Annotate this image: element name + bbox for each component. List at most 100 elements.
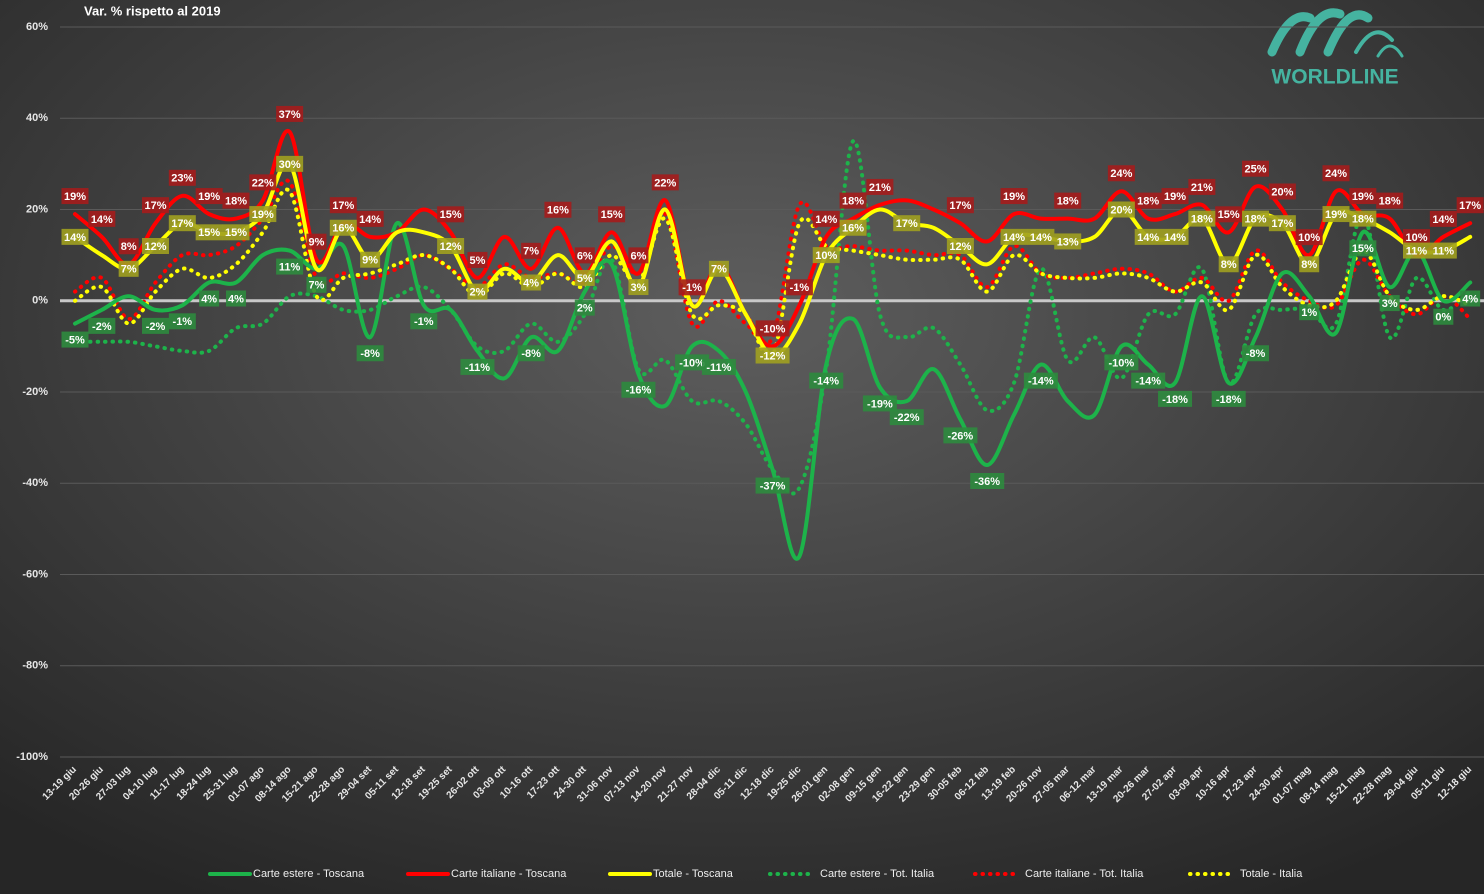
data-label: -37%: [760, 480, 786, 492]
data-label-box: [1242, 345, 1270, 362]
data-label: 10%: [1405, 232, 1427, 244]
data-label: 21%: [1191, 182, 1213, 194]
data-label-box: [1158, 390, 1193, 407]
data-label: 19%: [1164, 191, 1186, 203]
data-label-box: [118, 238, 139, 255]
data-label-box: [675, 354, 710, 371]
y-tick-label: 60%: [26, 21, 48, 33]
data-label: 15%: [198, 227, 220, 239]
data-label: -26%: [948, 430, 974, 442]
data-label: 15%: [225, 227, 247, 239]
data-label: 14%: [91, 214, 113, 226]
data-label-box: [628, 279, 649, 296]
data-label: 5%: [577, 273, 593, 285]
data-label: 18%: [1057, 196, 1079, 208]
data-label-box: [1268, 215, 1296, 232]
data-label-box: [809, 372, 844, 389]
data-label: 2%: [469, 287, 485, 299]
data-label-box: [1299, 256, 1320, 273]
data-label-box: [460, 358, 495, 375]
data-label-box: [1134, 228, 1162, 245]
logo-wave: [1354, 30, 1394, 54]
data-label-box: [1268, 183, 1296, 200]
data-label-box: [574, 299, 595, 316]
data-label: -5%: [65, 334, 85, 346]
data-label: 12%: [144, 241, 166, 253]
data-label: 8%: [1221, 259, 1237, 271]
data-label: 17%: [1271, 218, 1293, 230]
data-label-box: [1218, 256, 1239, 273]
data-label-box: [88, 210, 116, 227]
data-label: 20%: [1271, 186, 1293, 198]
data-label-box: [1299, 304, 1320, 321]
data-label: -2%: [92, 321, 112, 333]
data-label-box: [521, 274, 542, 291]
data-label: 7%: [309, 280, 325, 292]
data-label-box: [1379, 295, 1400, 312]
data-label: 0%: [1435, 312, 1451, 324]
data-label: -11%: [706, 362, 731, 374]
data-label: 19%: [1325, 209, 1347, 221]
data-label-box: [1429, 210, 1457, 227]
data-label: 24%: [1325, 168, 1347, 180]
data-label: 17%: [144, 200, 166, 212]
data-label-box: [195, 224, 223, 241]
data-label: -36%: [974, 476, 1000, 488]
data-label: -2%: [146, 321, 166, 333]
data-label: 17%: [171, 218, 193, 230]
data-label-box: [1322, 165, 1350, 182]
data-label: 14%: [1030, 232, 1052, 244]
data-label-box: [356, 345, 384, 362]
data-label-box: [708, 260, 729, 277]
data-label: 5%: [469, 255, 485, 267]
data-label: -1%: [414, 316, 434, 328]
data-label-box: [1107, 165, 1135, 182]
data-label-box: [1242, 160, 1270, 177]
data-label: 9%: [309, 237, 325, 249]
y-tick-label: 40%: [26, 112, 48, 124]
data-label: -1%: [682, 282, 702, 294]
data-label-box: [410, 313, 438, 330]
y-tick-label: -20%: [22, 386, 48, 398]
data-label-box: [628, 247, 649, 264]
data-label-box: [1054, 192, 1082, 209]
data-label: -14%: [1028, 376, 1054, 388]
data-label-box: [356, 210, 384, 227]
data-label: 16%: [842, 223, 864, 235]
data-label-box: [1211, 390, 1246, 407]
data-label-box: [678, 279, 706, 296]
data-label: 10%: [1298, 232, 1320, 244]
y-tick-label: 20%: [26, 203, 48, 215]
data-label-box: [88, 317, 116, 334]
data-label: 17%: [896, 218, 918, 230]
legend-label: Totale - Italia: [1240, 868, 1303, 880]
data-label-box: [862, 395, 897, 412]
data-label-box: [943, 427, 978, 444]
data-label: -10%: [1109, 357, 1135, 369]
data-label-box: [1295, 229, 1323, 246]
data-label-box: [1161, 228, 1189, 245]
data-label-box: [306, 233, 327, 250]
data-label-box: [701, 358, 736, 375]
data-label-box: [1054, 233, 1082, 250]
data-label: 14%: [1164, 232, 1186, 244]
data-label-box: [61, 228, 89, 245]
data-label-box: [1322, 206, 1350, 223]
data-label-box: [812, 210, 840, 227]
data-label-box: [222, 192, 250, 209]
data-label-box: [839, 192, 867, 209]
data-label-box: [467, 283, 488, 300]
legend-label: Carte italiane - Toscana: [451, 868, 567, 880]
data-label-box: [195, 188, 223, 205]
data-label: 8%: [121, 241, 137, 253]
data-label: 37%: [279, 109, 301, 121]
data-label: -8%: [360, 348, 380, 360]
data-label: 19%: [198, 191, 220, 203]
data-label: 11%: [279, 261, 301, 273]
data-label: -14%: [813, 376, 839, 388]
data-label: -12%: [760, 350, 786, 362]
data-label-box: [1460, 290, 1481, 307]
